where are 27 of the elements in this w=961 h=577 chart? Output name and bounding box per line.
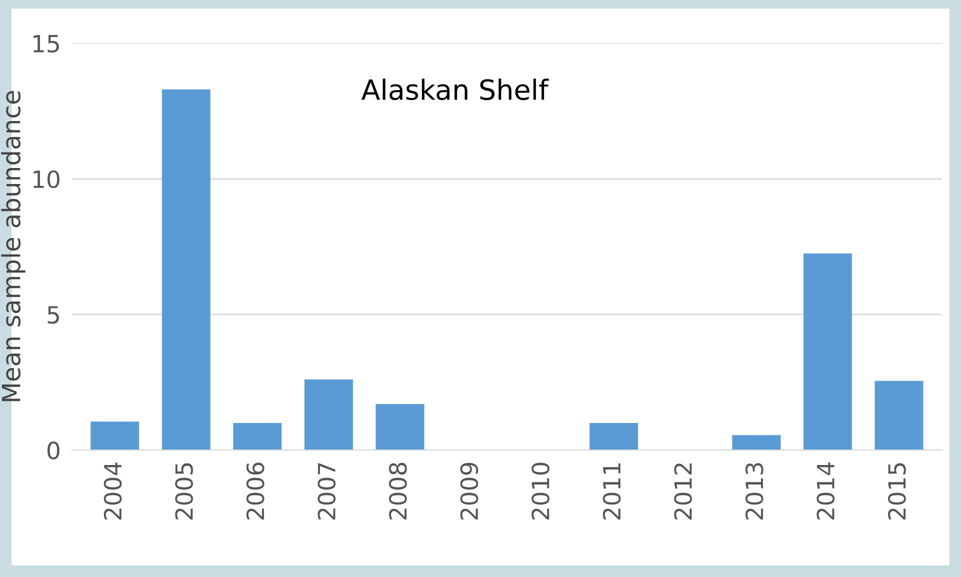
x-tick-label: 2009 [460, 462, 478, 520]
y-tick-label: 10 [34, 170, 60, 188]
y-axis-title: Mean sample abundance [1, 91, 26, 402]
annotation: Alaskan Shelf [361, 78, 549, 100]
x-tick-label: 2011 [602, 463, 621, 520]
x-tick-label: 2008 [388, 462, 407, 520]
y-tick-label: 0 [48, 442, 60, 460]
bar [874, 380, 924, 450]
x-tick-label: 2013 [745, 463, 764, 520]
bar [90, 422, 140, 450]
y-tick-label: 5 [48, 306, 59, 324]
x-tick-label: 2007 [318, 463, 336, 520]
x-tick-label: 2004 [104, 462, 122, 520]
bar [304, 380, 353, 450]
bar [376, 404, 424, 450]
x-tick-label: 2010 [532, 462, 550, 520]
x-tick-label: 2014 [816, 462, 835, 520]
bar [233, 422, 282, 450]
bar [732, 435, 781, 450]
y-tick-label: 15 [34, 35, 59, 53]
bar [162, 89, 210, 450]
x-tick-label: 2015 [888, 463, 906, 520]
x-tick-label: 2006 [246, 462, 264, 520]
x-tick-label: 2005 [175, 463, 193, 520]
bar [803, 253, 852, 450]
x-tick-label: 2012 [674, 464, 692, 520]
bar [590, 422, 638, 450]
